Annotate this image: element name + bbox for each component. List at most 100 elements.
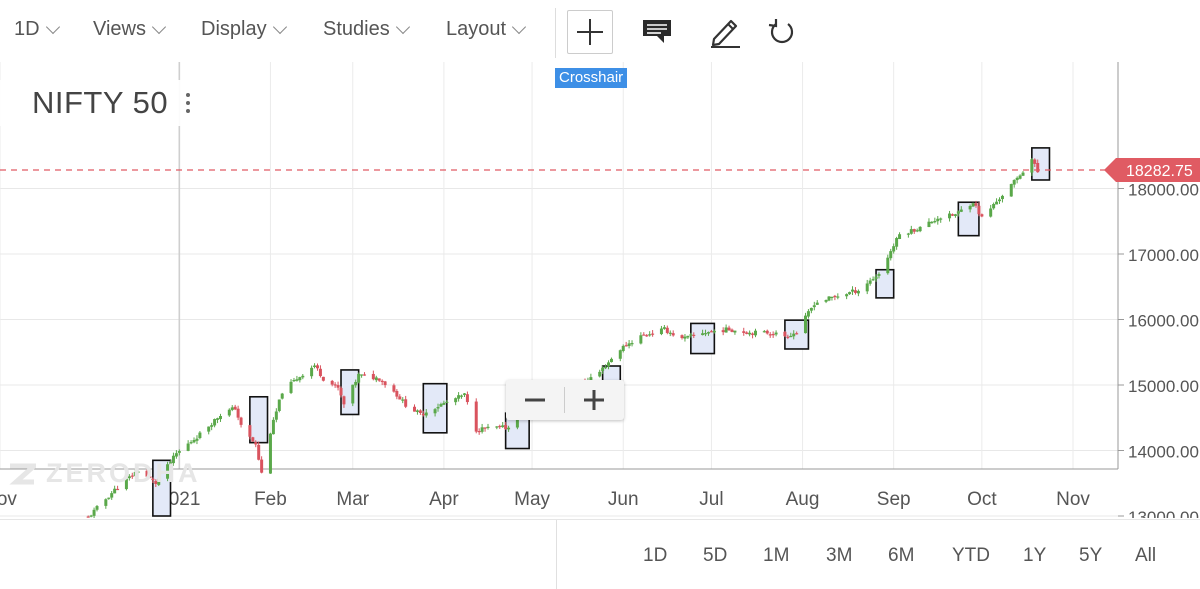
draw-button[interactable] — [702, 10, 746, 52]
candle-body — [992, 203, 996, 209]
studies-label: Studies — [323, 18, 390, 40]
candle-body — [227, 409, 231, 416]
period-3m[interactable]: 3M — [826, 545, 853, 566]
candle-body — [956, 211, 960, 214]
candle-body — [310, 367, 314, 377]
candle-body — [239, 417, 243, 425]
candle-body — [110, 493, 114, 498]
candle-body — [762, 331, 766, 333]
candles — [86, 157, 1040, 518]
chevron-down-icon — [395, 19, 410, 34]
candle-body — [436, 407, 440, 409]
candle-body — [198, 432, 202, 439]
crosshair-icon — [577, 19, 603, 45]
candle-body — [968, 206, 972, 210]
highlight-box — [957, 201, 980, 237]
candle-body — [351, 384, 355, 404]
period-5y[interactable]: 5Y — [1079, 545, 1103, 566]
candle-body — [830, 296, 834, 298]
candle-body — [624, 345, 628, 347]
candle-body — [460, 395, 464, 397]
candle-body — [113, 488, 117, 494]
period-all[interactable]: All — [1135, 545, 1157, 566]
candle-body — [803, 315, 807, 334]
more-options-icon[interactable] — [186, 93, 191, 113]
period-bar-divider — [556, 520, 557, 589]
interval-dropdown[interactable]: 1D — [14, 18, 60, 41]
period-1d[interactable]: 1D — [643, 545, 668, 566]
candle-body — [133, 471, 137, 477]
display-dropdown[interactable]: Display — [201, 18, 287, 41]
chevron-down-icon — [45, 19, 60, 34]
candle-body — [953, 214, 957, 216]
candle-body — [289, 381, 293, 393]
symbol-header: NIFTY 50 — [0, 80, 205, 126]
chevron-down-icon — [272, 19, 287, 34]
candle-body — [651, 333, 655, 335]
x-tick-label: Oct — [967, 489, 997, 510]
period-5d[interactable]: 5D — [703, 545, 728, 566]
candle-body — [480, 427, 484, 432]
candle-body — [609, 358, 613, 363]
candle-body — [871, 279, 875, 281]
candle-body — [665, 327, 669, 333]
zoom-in-button[interactable] — [565, 380, 623, 420]
candle-body — [254, 442, 258, 445]
zoom-out-button[interactable] — [506, 380, 564, 420]
candle-body — [301, 375, 305, 378]
candle-body — [498, 425, 502, 428]
candle-body — [889, 251, 893, 259]
candle-body — [933, 221, 937, 223]
candle-body — [971, 203, 975, 207]
crosshair-button[interactable] — [567, 10, 613, 54]
candle-body — [315, 365, 319, 369]
candle-body — [815, 302, 819, 305]
views-dropdown[interactable]: Views — [93, 18, 167, 41]
candle-body — [671, 333, 675, 336]
symbol-name: NIFTY 50 — [32, 85, 169, 120]
candle-body — [771, 334, 775, 336]
candle-body — [721, 330, 725, 333]
candle-body — [727, 327, 731, 331]
comment-button[interactable] — [635, 10, 679, 52]
candle-body — [174, 453, 178, 457]
period-1y[interactable]: 1Y — [1023, 545, 1047, 566]
candle-body — [1015, 177, 1019, 181]
candle-body — [1012, 180, 1016, 185]
candle-body — [895, 238, 899, 247]
x-tick-label: Mar — [336, 489, 369, 510]
watermark-text: ZERODHA — [46, 458, 201, 488]
candle-body — [618, 350, 622, 359]
candle-body — [257, 444, 261, 460]
candle-body — [977, 205, 981, 215]
candle-body — [195, 438, 199, 441]
candle-body — [421, 413, 425, 416]
candle-body — [166, 464, 170, 479]
candle-body — [789, 335, 793, 338]
candle-body — [627, 343, 631, 347]
price-chart[interactable]: 13000.00 14000.00 15000.00 16000.00 17000.00… — [0, 62, 1200, 518]
candle-body — [724, 327, 728, 333]
views-label: Views — [93, 18, 146, 40]
candle-body — [959, 209, 963, 212]
candle-body — [851, 289, 855, 292]
candle-body — [745, 332, 749, 334]
candle-body — [939, 218, 943, 220]
layout-dropdown[interactable]: Layout — [446, 18, 527, 41]
candle-body — [853, 290, 857, 293]
candle-body — [474, 401, 478, 432]
reset-button[interactable] — [759, 10, 803, 52]
candle-body — [445, 401, 449, 404]
chevron-down-icon — [151, 19, 167, 34]
x-tick-label: Sep — [877, 489, 911, 510]
period-ytd[interactable]: YTD — [952, 545, 990, 566]
period-1m[interactable]: 1M — [763, 545, 790, 566]
pencil-icon — [711, 19, 740, 48]
candle-body — [130, 475, 134, 477]
candle-body — [186, 443, 190, 451]
candle-body — [892, 246, 896, 252]
y-tick-label: 16000.00 — [1128, 312, 1199, 331]
highlight-box — [249, 395, 269, 444]
studies-dropdown[interactable]: Studies — [323, 18, 410, 41]
period-6m[interactable]: 6M — [888, 545, 915, 566]
